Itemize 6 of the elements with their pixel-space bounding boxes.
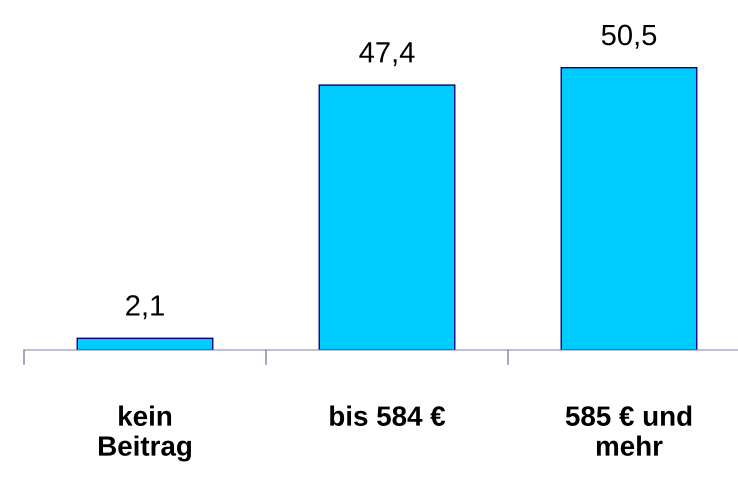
- x-tick-label: bis 584 €: [330, 406, 446, 426]
- data-label: 2,1: [126, 295, 164, 320]
- x-tick-label: kein Beitrag: [99, 406, 191, 462]
- x-tick-label: 585 € und mehr: [566, 406, 692, 456]
- data-label: 50,5: [602, 24, 656, 49]
- data-label: 47,4: [359, 42, 415, 66]
